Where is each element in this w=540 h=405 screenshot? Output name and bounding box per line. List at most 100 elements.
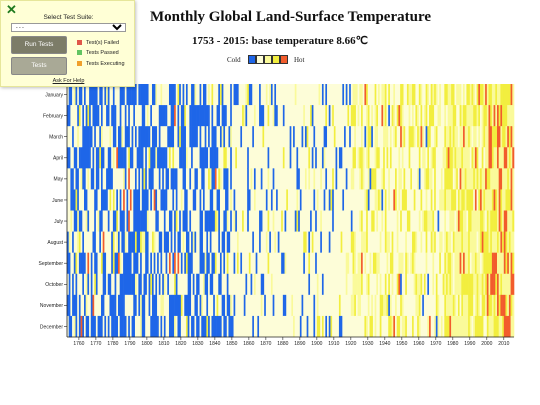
heatmap-cell bbox=[444, 189, 447, 211]
heatmap-cell bbox=[221, 210, 224, 232]
heatmap-cell bbox=[454, 315, 457, 338]
heatmap-cell bbox=[253, 189, 256, 211]
heatmap-cell bbox=[386, 273, 389, 296]
heatmap-cell bbox=[400, 147, 403, 169]
heatmap-cell bbox=[287, 252, 290, 275]
heatmap-cell bbox=[486, 168, 489, 190]
heatmap-cell bbox=[230, 147, 233, 169]
heatmap-cell bbox=[179, 126, 182, 148]
x-tick-label: 1970 bbox=[430, 341, 441, 347]
heatmap-cell bbox=[121, 231, 124, 253]
heatmap-cell bbox=[388, 294, 391, 317]
heatmap-cell bbox=[197, 273, 200, 296]
heatmap-cell bbox=[141, 168, 144, 190]
heatmap-cell bbox=[243, 147, 246, 169]
heatmap-cell bbox=[141, 252, 144, 275]
heatmap-cell bbox=[313, 147, 316, 169]
heatmap-cell bbox=[316, 273, 319, 296]
heatmap-cell bbox=[134, 168, 137, 190]
heatmap-cell bbox=[376, 252, 379, 275]
heatmap-cell bbox=[384, 189, 387, 211]
heatmap-cell bbox=[320, 168, 323, 190]
heatmap-cell bbox=[298, 168, 301, 190]
heatmap-cell bbox=[219, 210, 222, 232]
heatmap-cell bbox=[136, 315, 139, 338]
heatmap-cell bbox=[230, 84, 233, 106]
heatmap-cell bbox=[469, 84, 472, 106]
heatmap-cell bbox=[299, 105, 302, 127]
heatmap-cell bbox=[313, 294, 316, 317]
heatmap-cell bbox=[340, 126, 343, 148]
heatmap-cell bbox=[199, 105, 202, 127]
heatmap-cell bbox=[476, 105, 479, 127]
heatmap-cell bbox=[94, 252, 97, 275]
heatmap-cell bbox=[366, 273, 369, 296]
heatmap-cell bbox=[136, 105, 139, 127]
heatmap-cell bbox=[439, 147, 442, 169]
heatmap-cell bbox=[395, 147, 398, 169]
heatmap-cell bbox=[219, 168, 222, 190]
heatmap-cell bbox=[281, 126, 284, 148]
heatmap-cell bbox=[420, 294, 423, 317]
heatmap-cell bbox=[313, 315, 316, 338]
heatmap-cell bbox=[211, 105, 214, 127]
heatmap-cell bbox=[432, 105, 435, 127]
heatmap-cell bbox=[415, 126, 418, 148]
heatmap-cell bbox=[486, 294, 489, 317]
heatmap-cell bbox=[490, 315, 493, 338]
heatmap-cell bbox=[282, 315, 285, 338]
heatmap-cell bbox=[355, 189, 358, 211]
heatmap-cell bbox=[214, 273, 217, 296]
heatmap-cell bbox=[350, 252, 353, 275]
heatmap-cell bbox=[325, 189, 328, 211]
heatmap-cell bbox=[430, 147, 433, 169]
heatmap-cell bbox=[119, 210, 122, 232]
heatmap-cell bbox=[68, 168, 71, 190]
heatmap-cell bbox=[427, 168, 430, 190]
heatmap-cell bbox=[386, 252, 389, 275]
run-tests-button[interactable]: Run Tests bbox=[11, 36, 67, 54]
heatmap-cell bbox=[155, 231, 158, 253]
heatmap-cell bbox=[75, 126, 78, 148]
heatmap-cell bbox=[342, 273, 345, 296]
heatmap-cell bbox=[357, 105, 360, 127]
tests-button[interactable]: Tests bbox=[11, 57, 67, 75]
heatmap-cell bbox=[267, 105, 270, 127]
heatmap-cell bbox=[427, 147, 430, 169]
heatmap-cell bbox=[502, 168, 505, 190]
heatmap-cell bbox=[276, 273, 279, 296]
y-tick-label: June bbox=[52, 198, 63, 204]
heatmap-cell bbox=[138, 294, 141, 317]
heatmap-cell bbox=[378, 168, 381, 190]
ask-for-help-link[interactable]: Ask For Help bbox=[52, 78, 85, 84]
heatmap-cell bbox=[253, 168, 256, 190]
heatmap-cell bbox=[323, 189, 326, 211]
close-icon[interactable]: ✕ bbox=[6, 2, 17, 17]
heatmap-cell bbox=[293, 168, 296, 190]
heatmap-cell bbox=[444, 147, 447, 169]
heatmap-cell bbox=[325, 252, 328, 275]
heatmap-cell bbox=[106, 231, 109, 253]
heatmap-cell bbox=[158, 210, 161, 232]
heatmap-cell bbox=[471, 210, 474, 232]
heatmap-cell bbox=[440, 252, 443, 275]
test-suite-select[interactable]: - - - bbox=[11, 23, 126, 32]
heatmap-cell bbox=[116, 315, 119, 338]
heatmap-cell bbox=[364, 273, 367, 296]
heatmap-cell bbox=[298, 294, 301, 317]
heatmap-cell bbox=[473, 252, 476, 275]
heatmap-cell bbox=[391, 168, 394, 190]
heatmap-cell bbox=[92, 273, 95, 296]
heatmap-cell bbox=[401, 252, 404, 275]
heatmap-cell bbox=[92, 189, 95, 211]
heatmap-cell bbox=[497, 105, 499, 127]
heatmap-cell bbox=[471, 294, 474, 317]
heatmap-cell bbox=[201, 273, 204, 296]
heatmap-cell bbox=[199, 168, 202, 190]
heatmap-cell bbox=[87, 252, 90, 275]
heatmap-cell bbox=[369, 105, 372, 127]
heatmap-cell bbox=[298, 189, 301, 211]
heatmap-cell bbox=[362, 126, 365, 148]
heatmap-cell bbox=[277, 84, 280, 106]
heatmap-cell bbox=[90, 252, 93, 275]
